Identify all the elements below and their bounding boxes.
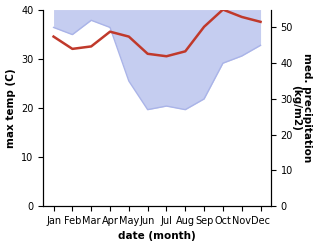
Y-axis label: max temp (C): max temp (C) [5,68,16,148]
X-axis label: date (month): date (month) [118,231,196,242]
Y-axis label: med. precipitation
(kg/m2): med. precipitation (kg/m2) [291,53,313,163]
